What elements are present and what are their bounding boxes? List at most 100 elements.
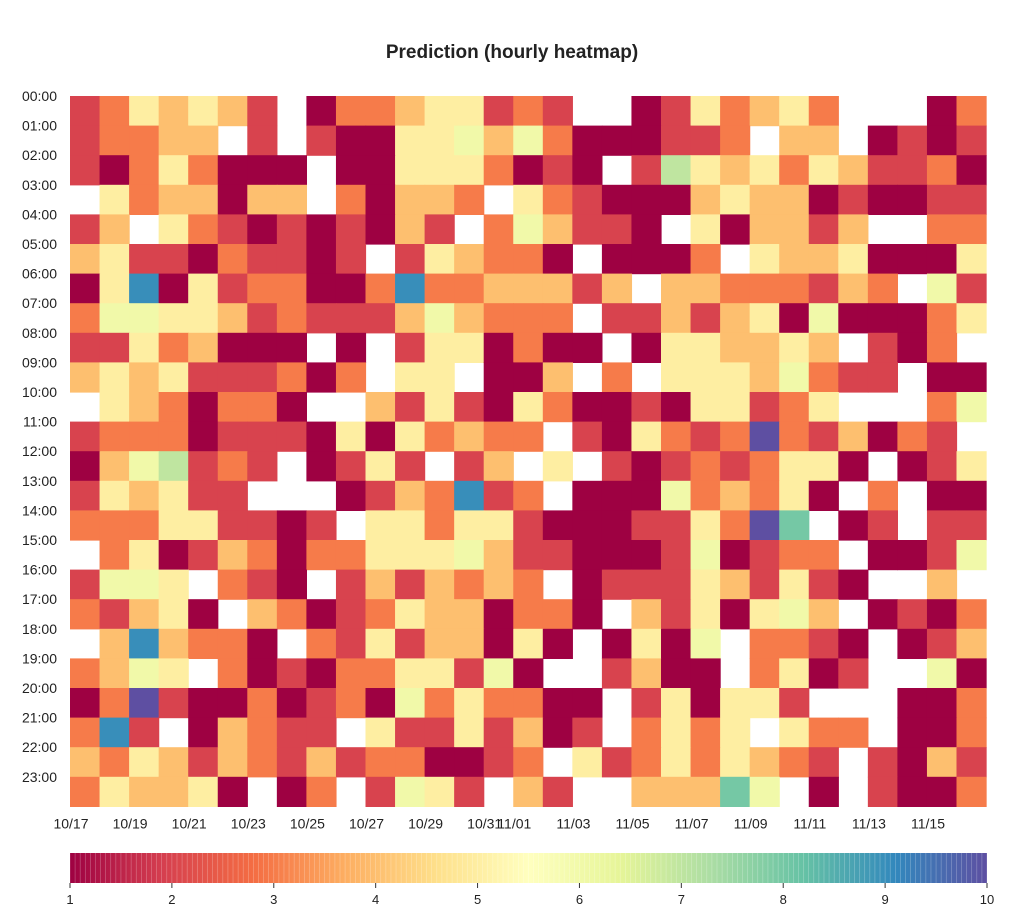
heatmap-cell bbox=[661, 332, 692, 363]
heatmap-cell bbox=[631, 510, 662, 541]
heatmap-cell bbox=[454, 658, 485, 689]
heatmap-cell bbox=[749, 658, 780, 689]
heatmap-cell bbox=[926, 244, 958, 275]
heatmap-cell bbox=[483, 96, 514, 127]
heatmap-cell bbox=[335, 540, 367, 571]
heatmap-cell bbox=[601, 510, 633, 541]
heatmap-cell bbox=[720, 451, 751, 482]
heatmap-cell bbox=[601, 392, 633, 423]
x-tick-label: 11/13 bbox=[852, 815, 886, 831]
heatmap-cell bbox=[424, 628, 455, 659]
heatmap-cell bbox=[424, 688, 455, 719]
heatmap-cell bbox=[158, 688, 189, 719]
heatmap-cell bbox=[897, 184, 928, 215]
heatmap-cell bbox=[926, 480, 958, 511]
heatmap-cell bbox=[70, 776, 101, 807]
heatmap-cell bbox=[454, 392, 485, 423]
heatmap-cell bbox=[513, 747, 544, 778]
heatmap-cell bbox=[424, 540, 455, 571]
colorbar-tick-label: 5 bbox=[474, 892, 481, 907]
heatmap-cell bbox=[395, 125, 426, 156]
heatmap-cell bbox=[217, 569, 248, 600]
heatmap-cell bbox=[247, 658, 278, 689]
heatmap-cell bbox=[365, 451, 396, 482]
heatmap-cell bbox=[395, 421, 426, 452]
heatmap-cell bbox=[365, 569, 396, 600]
heatmap-cell bbox=[601, 184, 633, 215]
heatmap-cell bbox=[661, 658, 692, 689]
heatmap-cell bbox=[70, 688, 101, 719]
heatmap-cell bbox=[779, 96, 810, 127]
heatmap-cell bbox=[158, 184, 189, 215]
heatmap-cell bbox=[867, 244, 898, 275]
heatmap-cell bbox=[483, 244, 514, 275]
heatmap-cell bbox=[129, 155, 160, 186]
heatmap-cell bbox=[188, 510, 219, 541]
y-tick-label: 19:00 bbox=[22, 650, 57, 666]
heatmap-cell bbox=[631, 96, 662, 127]
heatmap-cell bbox=[513, 776, 544, 807]
y-tick-label: 22:00 bbox=[22, 739, 57, 755]
heatmap-cell bbox=[70, 214, 101, 245]
heatmap-cell bbox=[601, 303, 633, 334]
heatmap-cell bbox=[808, 125, 839, 156]
heatmap-cell bbox=[779, 303, 810, 334]
heatmap-cell bbox=[897, 540, 928, 571]
y-tick-label: 14:00 bbox=[22, 502, 57, 518]
heatmap-cell bbox=[70, 362, 101, 393]
heatmap-cell bbox=[365, 717, 396, 748]
heatmap-cell bbox=[365, 628, 396, 659]
heatmap-cell bbox=[631, 155, 662, 186]
heatmap-cell bbox=[247, 569, 278, 600]
x-axis-ticks: 10/17 10/19 10/21 10/23 10/25 10/27 10/29 10/31… bbox=[53, 815, 945, 831]
heatmap-cell bbox=[572, 688, 603, 719]
heatmap-cell bbox=[217, 510, 248, 541]
heatmap-cell bbox=[631, 688, 662, 719]
heatmap-cell bbox=[867, 599, 898, 630]
heatmap-cell bbox=[70, 747, 101, 778]
heatmap-cell bbox=[483, 125, 514, 156]
y-tick-label: 07:00 bbox=[22, 295, 57, 311]
heatmap-cell bbox=[276, 214, 307, 245]
heatmap-cell bbox=[424, 125, 455, 156]
heatmap-cell bbox=[867, 510, 898, 541]
heatmap-cell bbox=[276, 244, 307, 275]
heatmap-cell bbox=[306, 658, 337, 689]
heatmap-cell bbox=[395, 658, 426, 689]
heatmap-cell bbox=[926, 214, 958, 245]
heatmap-cell bbox=[395, 155, 426, 186]
heatmap-cell bbox=[217, 214, 248, 245]
heatmap-cell bbox=[631, 184, 662, 215]
heatmap-cell bbox=[631, 421, 662, 452]
heatmap-cell bbox=[808, 658, 839, 689]
heatmap-cell bbox=[99, 421, 130, 452]
heatmap-cell bbox=[690, 362, 721, 393]
heatmap-cell bbox=[70, 303, 101, 334]
heatmap-cell bbox=[276, 776, 307, 807]
heatmap-cell bbox=[956, 717, 987, 748]
heatmap-cell bbox=[601, 421, 633, 452]
heatmap-cell bbox=[808, 303, 839, 334]
heatmap-cell bbox=[217, 717, 248, 748]
x-tick-label: 10/19 bbox=[113, 815, 148, 831]
heatmap-cell bbox=[956, 303, 987, 334]
heatmap-cell bbox=[99, 273, 130, 304]
heatmap-cell bbox=[365, 184, 396, 215]
y-tick-label: 04:00 bbox=[22, 206, 57, 222]
heatmap-cell bbox=[247, 244, 278, 275]
heatmap-cell bbox=[808, 480, 839, 511]
heatmap-cell bbox=[483, 214, 514, 245]
heatmap-cell bbox=[306, 717, 337, 748]
heatmap-cell bbox=[779, 480, 810, 511]
heatmap-cell bbox=[513, 125, 544, 156]
heatmap-cell bbox=[867, 540, 898, 571]
heatmap-cell bbox=[217, 303, 248, 334]
heatmap-cell bbox=[808, 451, 839, 482]
heatmap-cell bbox=[306, 214, 337, 245]
heatmap-cell bbox=[424, 717, 455, 748]
heatmap-cell bbox=[483, 717, 514, 748]
heatmap-cell bbox=[897, 776, 928, 807]
heatmap-cell bbox=[897, 747, 928, 778]
heatmap-cell bbox=[247, 332, 278, 363]
x-tick-label: 10/23 bbox=[231, 815, 266, 831]
